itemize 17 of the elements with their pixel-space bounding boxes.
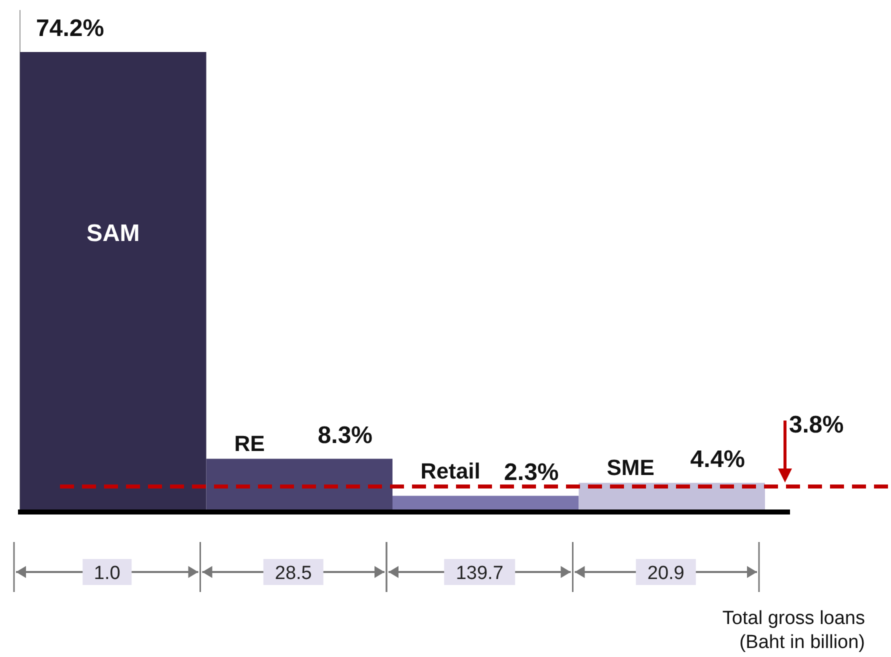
ref-line-label: 3.8% <box>789 412 844 439</box>
text: 28.5 <box>274 563 312 584</box>
bar <box>20 52 206 510</box>
text: Total gross loans (Baht in billion) <box>722 608 865 653</box>
bar <box>206 458 392 510</box>
data-label: 2.3% <box>504 458 559 486</box>
x-tick-label: Retail <box>420 458 480 484</box>
data-label: 74.2% <box>36 15 104 42</box>
x-tick-label: SME <box>606 454 654 480</box>
x-tick-label: SAM <box>86 220 140 247</box>
text: 20.9 <box>647 563 684 584</box>
data-label: 4.4% <box>690 446 745 473</box>
x-tick-label: RE <box>234 430 265 456</box>
data-label: 8.3% <box>318 422 372 449</box>
text: 139.7 <box>456 563 504 584</box>
text: 1.0 <box>94 563 120 584</box>
bar <box>392 496 579 510</box>
